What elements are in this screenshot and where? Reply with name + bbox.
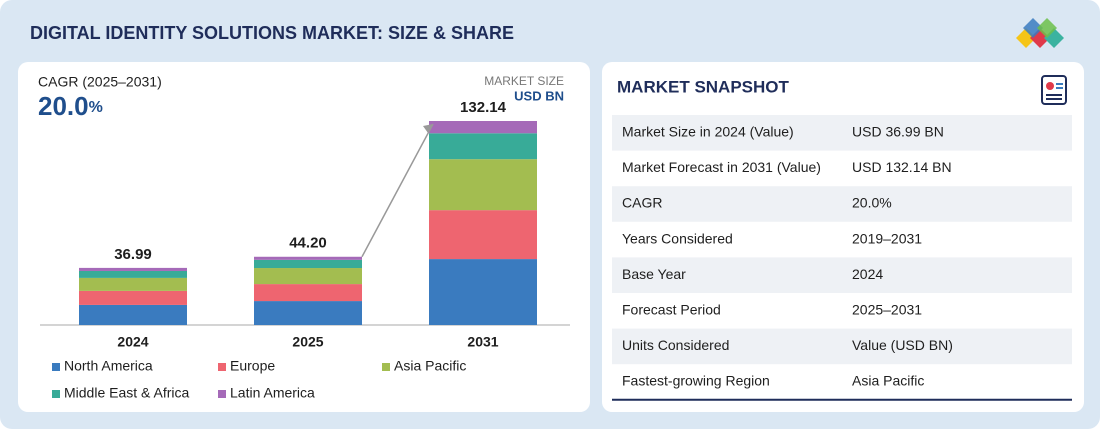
bar-segment (254, 284, 362, 302)
bar-segment (429, 210, 537, 260)
table-cell: Market Forecast in 2031 (Value) (622, 159, 821, 175)
bar-segment (429, 259, 537, 325)
bar-segment (79, 270, 187, 278)
bar-segment (79, 304, 187, 325)
table-row-bg (612, 328, 1072, 365)
growth-arrow (361, 123, 434, 258)
bar-segment (254, 301, 362, 325)
cagr-label: CAGR (2025–2031) (38, 74, 162, 90)
arrow-head (423, 124, 433, 133)
table-cell: USD 132.14 BN (852, 159, 952, 175)
x-tick-label: 2031 (467, 334, 498, 350)
unit-title: MARKET SIZE (484, 74, 564, 88)
legend-label: North America (64, 358, 153, 374)
table-cell: Units Considered (622, 337, 729, 353)
table-cell: Fastest-growing Region (622, 373, 770, 389)
bar-segment (79, 290, 187, 305)
unit: USD BN (514, 88, 564, 103)
legend-label: Latin America (230, 385, 315, 401)
x-tick-label: 2025 (292, 334, 323, 350)
legend-label: Europe (230, 358, 275, 374)
bar-segment (79, 267, 187, 271)
table-cell: Base Year (622, 266, 686, 282)
cagr-number: 20.0 (38, 91, 89, 121)
legend-label: Middle East & Africa (64, 385, 189, 401)
table-cell: 2024 (852, 266, 883, 282)
table-row-bg (612, 186, 1072, 222)
chart-title: DIGITAL IDENTITY SOLUTIONS MARKET: SIZE … (30, 23, 514, 43)
cagr-unit: % (89, 99, 103, 116)
table-cell: Asia Pacific (852, 373, 924, 389)
total-label: 44.20 (289, 235, 327, 252)
legend-swatch (52, 390, 60, 398)
bar-segment (429, 159, 537, 211)
table-cell: CAGR (622, 195, 662, 211)
snapshot-title: MARKET SNAPSHOT (617, 77, 790, 96)
table-cell: 20.0% (852, 195, 892, 211)
total-label: 132.14 (460, 99, 507, 116)
table-row-bg (612, 257, 1072, 293)
table-cell: Market Size in 2024 (Value) (622, 124, 794, 140)
bar-segment (429, 121, 537, 134)
logo (1016, 18, 1064, 48)
bar-segment (254, 268, 362, 285)
table-cell: 2019–2031 (852, 230, 922, 246)
table-row-bg (612, 115, 1072, 151)
legend-swatch (382, 363, 390, 371)
bar-segment (254, 259, 362, 269)
table-cell: Value (USD BN) (852, 337, 953, 353)
x-tick-label: 2024 (117, 334, 148, 350)
table-cell: 2025–2031 (852, 302, 922, 318)
legend-label: Asia Pacific (394, 358, 466, 374)
cagr-value: 20.0% (38, 91, 103, 121)
table-cell: Years Considered (622, 230, 733, 246)
bar-segment (254, 256, 362, 260)
table-cell: Forecast Period (622, 302, 721, 318)
snapshot-icon (1041, 75, 1067, 105)
legend-swatch (52, 363, 60, 371)
table-cell: USD 36.99 BN (852, 124, 944, 140)
legend-swatch (218, 363, 226, 371)
bar-segment (429, 133, 537, 160)
total-label: 36.99 (114, 246, 152, 263)
legend-swatch (218, 390, 226, 398)
bar-segment (79, 277, 187, 291)
